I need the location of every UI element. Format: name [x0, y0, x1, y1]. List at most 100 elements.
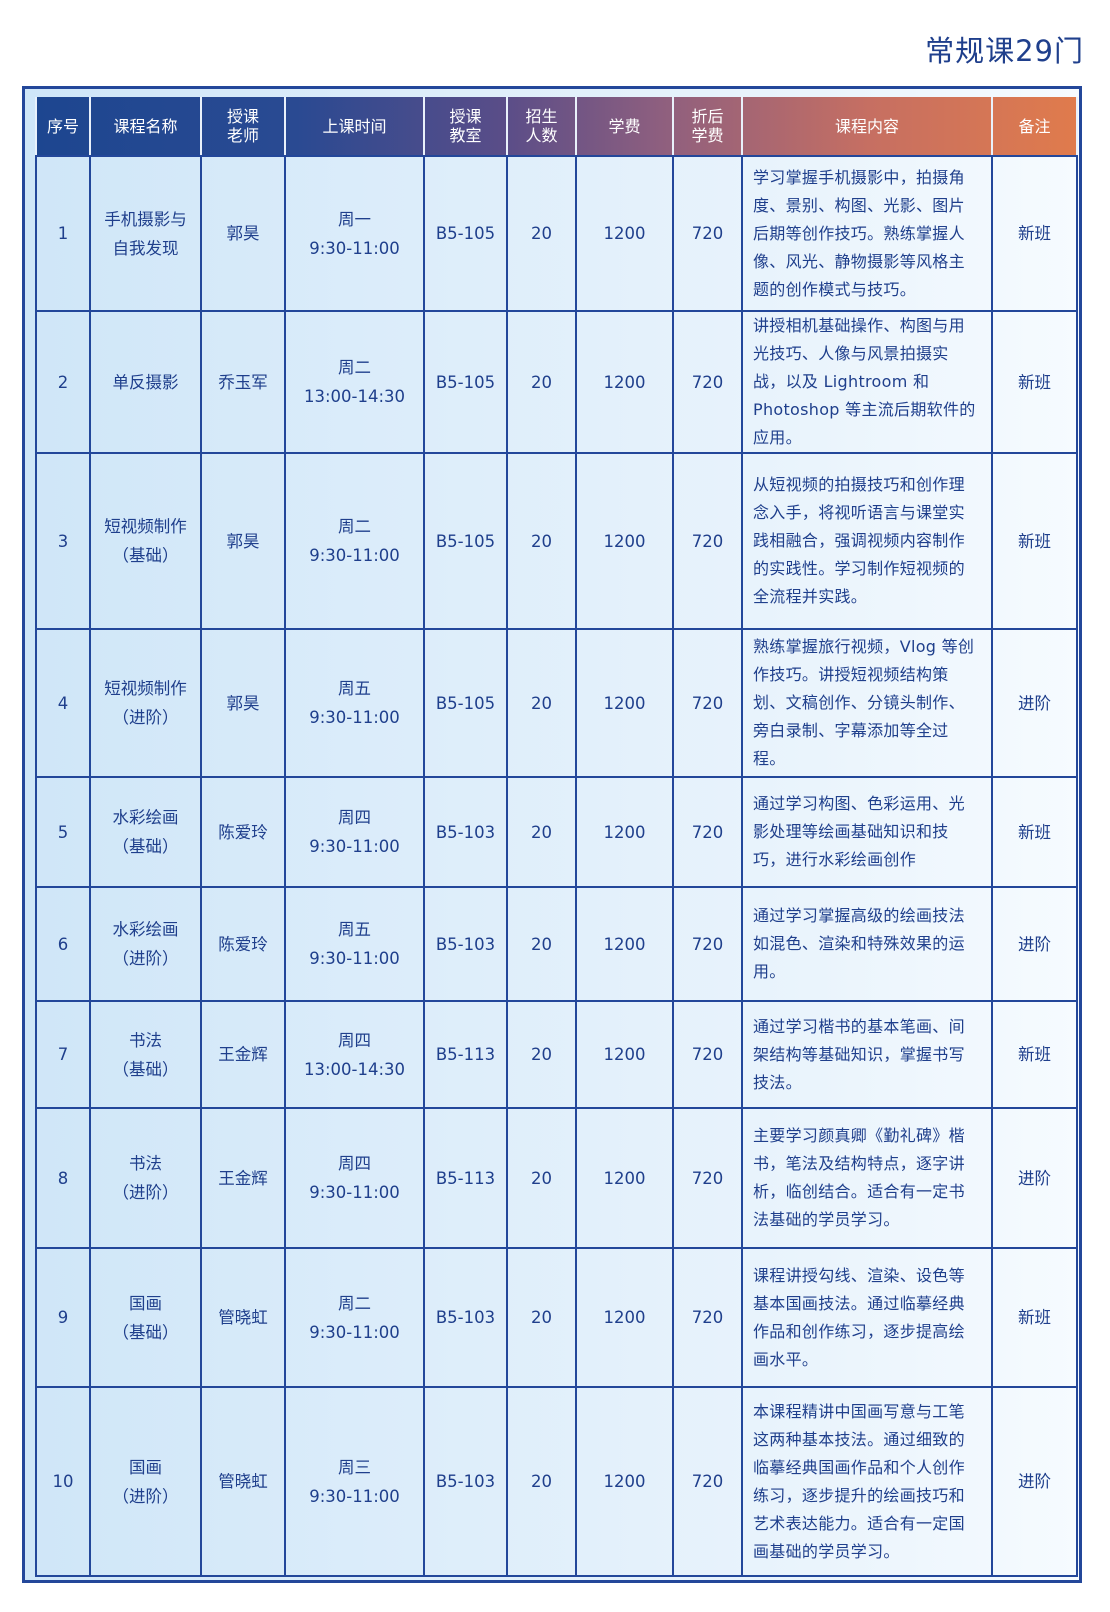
cell-time: 周一 9:30-11:00 [284, 155, 425, 312]
cell-room: B5-103 [423, 776, 508, 888]
header-no: 序号 [35, 97, 91, 157]
cell-no: 3 [35, 452, 91, 630]
cell-time: 周二 13:00-14:30 [284, 310, 425, 454]
header-quota: 招生 人数 [506, 97, 577, 157]
cell-quota: 20 [506, 886, 577, 1002]
cell-time: 周五 9:30-11:00 [284, 628, 425, 778]
cell-no: 10 [35, 1386, 91, 1577]
cell-content: 讲授相机基础操作、构图与用光技巧、人像与风景拍摄实战，以及 Lightroom … [741, 310, 993, 454]
cell-course-name: 书法 （进阶） [89, 1107, 202, 1249]
cell-time: 周二 9:30-11:00 [284, 1247, 425, 1388]
table-row: 8 书法 （进阶） 王金辉 周四 9:30-11:00 B5-113 20 1200 720 主要学… [35, 1107, 1078, 1249]
cell-teacher: 管晓虹 [200, 1386, 286, 1577]
cell-course-name: 国画 （基础） [89, 1247, 202, 1388]
cell-fee: 1200 [575, 1386, 674, 1577]
cell-fee: 1200 [575, 1000, 674, 1109]
cell-time: 周五 9:30-11:00 [284, 886, 425, 1002]
cell-fee: 1200 [575, 776, 674, 888]
table-row: 1 手机摄影与 自我发现 郭昊 周一 9:30-11:00 B5-105 20 1200 720 学… [35, 155, 1078, 312]
cell-content: 通过学习掌握高级的绘画技法如混色、渲染和特殊效果的运用。 [741, 886, 993, 1002]
cell-room: B5-103 [423, 1386, 508, 1577]
cell-note: 进阶 [991, 1107, 1078, 1249]
cell-fee: 1200 [575, 628, 674, 778]
cell-content: 主要学习颜真卿《勤礼碑》楷书，笔法及结构特点，逐字讲析，临创结合。适合有一定书法… [741, 1107, 993, 1249]
cell-course-name: 手机摄影与 自我发现 [89, 155, 202, 312]
table-row: 9 国画 （基础） 管晓虹 周二 9:30-11:00 B5-103 20 1200 720 课程讲… [35, 1247, 1078, 1388]
cell-teacher: 郭昊 [200, 155, 286, 312]
cell-discount-fee: 720 [672, 310, 743, 454]
cell-room: B5-113 [423, 1107, 508, 1249]
cell-discount-fee: 720 [672, 628, 743, 778]
cell-room: B5-105 [423, 155, 508, 312]
cell-quota: 20 [506, 1107, 577, 1249]
cell-fee: 1200 [575, 310, 674, 454]
cell-fee: 1200 [575, 1247, 674, 1388]
table-header: 序号 课程名称 授课 老师 上课时间 授课 教室 招生 人数 学费 折后 学费 课程内容 备注 [35, 97, 1078, 157]
cell-time: 周二 9:30-11:00 [284, 452, 425, 630]
cell-course-name: 短视频制作 （基础） [89, 452, 202, 630]
cell-content: 从短视频的拍摄技巧和创作理念入手，将视听语言与课堂实践相融合，强调视频内容制作的… [741, 452, 993, 630]
page-title: 常规课29门 [925, 34, 1084, 68]
cell-quota: 20 [506, 452, 577, 630]
table-row: 5 水彩绘画 （基础） 陈爱玲 周四 9:30-11:00 B5-103 20 1200 720 通… [35, 776, 1078, 888]
cell-teacher: 王金辉 [200, 1107, 286, 1249]
cell-course-name: 水彩绘画 （基础） [89, 776, 202, 888]
cell-note: 新班 [991, 776, 1078, 888]
cell-content: 学习掌握手机摄影中，拍摄角度、景别、构图、光影、图片后期等创作技巧。熟练掌握人像… [741, 155, 993, 312]
cell-quota: 20 [506, 155, 577, 312]
cell-room: B5-105 [423, 310, 508, 454]
cell-time: 周三 9:30-11:00 [284, 1386, 425, 1577]
cell-teacher: 王金辉 [200, 1000, 286, 1109]
cell-course-name: 书法 （基础） [89, 1000, 202, 1109]
course-table: 序号 课程名称 授课 老师 上课时间 授课 教室 招生 人数 学费 折后 学费 课程内容 备注 1 手机摄影… [35, 97, 1078, 1577]
cell-no: 5 [35, 776, 91, 888]
cell-discount-fee: 720 [672, 1000, 743, 1109]
cell-time: 周四 9:30-11:00 [284, 776, 425, 888]
header-discount-fee: 折后 学费 [672, 97, 743, 157]
cell-note: 进阶 [991, 1386, 1078, 1577]
cell-content: 课程讲授勾线、渲染、设色等基本国画技法。通过临摹经典作品和创作练习，逐步提高绘画… [741, 1247, 993, 1388]
table-row: 7 书法 （基础） 王金辉 周四 13:00-14:30 B5-113 20 1200 720 通过… [35, 1000, 1078, 1109]
cell-discount-fee: 720 [672, 1386, 743, 1577]
cell-room: B5-103 [423, 886, 508, 1002]
cell-quota: 20 [506, 1000, 577, 1109]
cell-note: 进阶 [991, 628, 1078, 778]
cell-discount-fee: 720 [672, 776, 743, 888]
cell-room: B5-105 [423, 628, 508, 778]
cell-no: 1 [35, 155, 91, 312]
cell-course-name: 国画 （进阶） [89, 1386, 202, 1577]
cell-content: 通过学习构图、色彩运用、光影处理等绘画基础知识和技巧，进行水彩绘画创作 [741, 776, 993, 888]
header-note: 备注 [991, 97, 1078, 157]
cell-note: 新班 [991, 1000, 1078, 1109]
cell-teacher: 郭昊 [200, 452, 286, 630]
cell-quota: 20 [506, 1386, 577, 1577]
cell-no: 7 [35, 1000, 91, 1109]
cell-note: 新班 [991, 310, 1078, 454]
cell-room: B5-105 [423, 452, 508, 630]
cell-time: 周四 9:30-11:00 [284, 1107, 425, 1249]
table-row: 2 单反摄影 乔玉军 周二 13:00-14:30 B5-105 20 1200 720 讲授相机… [35, 310, 1078, 454]
cell-quota: 20 [506, 628, 577, 778]
table-row: 4 短视频制作 （进阶） 郭昊 周五 9:30-11:00 B5-105 20 1200 720 熟… [35, 628, 1078, 778]
cell-course-name: 水彩绘画 （进阶） [89, 886, 202, 1002]
cell-course-name: 短视频制作 （进阶） [89, 628, 202, 778]
header-teacher: 授课 老师 [200, 97, 286, 157]
cell-teacher: 管晓虹 [200, 1247, 286, 1388]
header-content: 课程内容 [741, 97, 993, 157]
cell-discount-fee: 720 [672, 886, 743, 1002]
cell-no: 4 [35, 628, 91, 778]
cell-room: B5-103 [423, 1247, 508, 1388]
header-fee: 学费 [575, 97, 674, 157]
header-time: 上课时间 [284, 97, 425, 157]
cell-quota: 20 [506, 776, 577, 888]
cell-discount-fee: 720 [672, 155, 743, 312]
table-row: 10 国画 （进阶） 管晓虹 周三 9:30-11:00 B5-103 20 1200 720 本课… [35, 1386, 1078, 1577]
header-course-name: 课程名称 [89, 97, 202, 157]
cell-teacher: 陈爱玲 [200, 886, 286, 1002]
table-row: 6 水彩绘画 （进阶） 陈爱玲 周五 9:30-11:00 B5-103 20 1200 720 通… [35, 886, 1078, 1002]
cell-teacher: 陈爱玲 [200, 776, 286, 888]
cell-teacher: 乔玉军 [200, 310, 286, 454]
cell-quota: 20 [506, 310, 577, 454]
cell-room: B5-113 [423, 1000, 508, 1109]
cell-no: 6 [35, 886, 91, 1002]
